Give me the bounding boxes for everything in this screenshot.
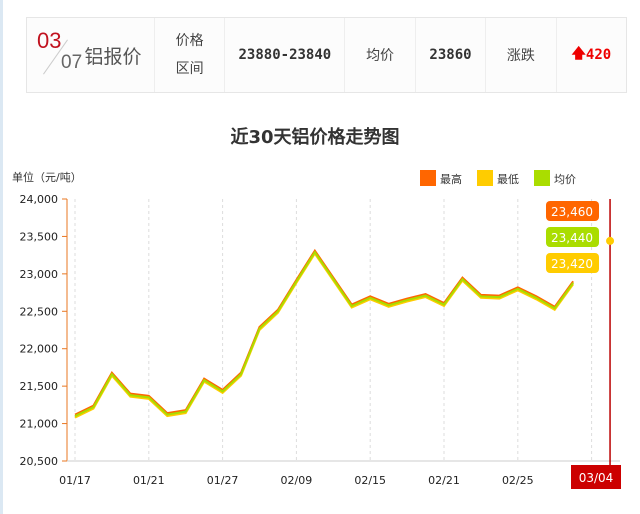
- change-cell: 🡅 420: [555, 18, 626, 92]
- x-tick-label: 02/21: [428, 474, 460, 487]
- arrow-up-icon: 🡅: [571, 46, 586, 62]
- left-edge: [0, 0, 3, 514]
- price-summary-bar: 03 07 铝报价 价格 区间 23880-23840 均价 23860 涨跌 …: [26, 17, 627, 93]
- legend-label: 均价: [554, 173, 576, 186]
- tooltip-value: 23,460: [551, 205, 593, 219]
- range-value: 23880-23840: [224, 18, 344, 92]
- legend-label: 最低: [497, 173, 519, 186]
- series-line: [75, 239, 610, 414]
- series-line: [75, 241, 610, 416]
- y-tick-label: 23,000: [20, 268, 59, 281]
- legend-swatch: [534, 170, 550, 186]
- legend-label: 最高: [440, 172, 462, 186]
- legend-swatch: [477, 170, 493, 186]
- summary-title: 铝报价: [84, 46, 142, 68]
- x-tick-label: 02/25: [502, 474, 534, 487]
- day: 07: [61, 52, 83, 73]
- range-label-line2: 区间: [175, 61, 204, 77]
- month: 03: [37, 28, 62, 53]
- y-tick-label: 22,000: [20, 343, 59, 356]
- y-tick-label: 23,500: [20, 230, 59, 243]
- x-tick-label: 01/21: [133, 474, 165, 487]
- tooltip-box: [546, 201, 599, 221]
- chart-title: 近30天铝价格走势图: [230, 126, 399, 148]
- y-tick-label: 24,000: [20, 193, 59, 206]
- range-label-line1: 价格: [175, 33, 204, 49]
- change-label: 涨跌: [485, 18, 555, 92]
- y-tick-label: 22,500: [20, 305, 59, 318]
- avg-value: 23860: [414, 18, 485, 92]
- y-axis-label: 单位（元/吨）: [12, 170, 82, 184]
- y-tick-label: 21,500: [20, 380, 59, 393]
- tooltip-box: [546, 253, 599, 273]
- range-label: 价格 区间: [153, 18, 224, 92]
- x-highlight-label: 03/04: [579, 471, 614, 485]
- x-tick-label: 01/27: [207, 474, 239, 487]
- x-highlight-box: [571, 465, 621, 489]
- x-tick-label: 02/15: [354, 474, 386, 487]
- y-tick-label: 20,500: [20, 455, 59, 468]
- avg-label: 均价: [344, 18, 414, 92]
- x-tick-label: 02/09: [281, 474, 313, 487]
- change-value: 420: [585, 47, 612, 63]
- hover-point[interactable]: [606, 236, 615, 245]
- legend-swatch: [420, 170, 436, 186]
- x-tick-label: 01/17: [59, 474, 91, 487]
- tooltip-value: 23,420: [551, 257, 593, 271]
- tooltip-value: 23,440: [551, 231, 593, 245]
- tooltip-box: [546, 227, 599, 247]
- date-badge: 03 07: [27, 18, 85, 92]
- legend: 最高 最低 均价: [420, 170, 576, 186]
- y-tick-label: 21,000: [20, 418, 59, 431]
- series-line: [75, 242, 610, 417]
